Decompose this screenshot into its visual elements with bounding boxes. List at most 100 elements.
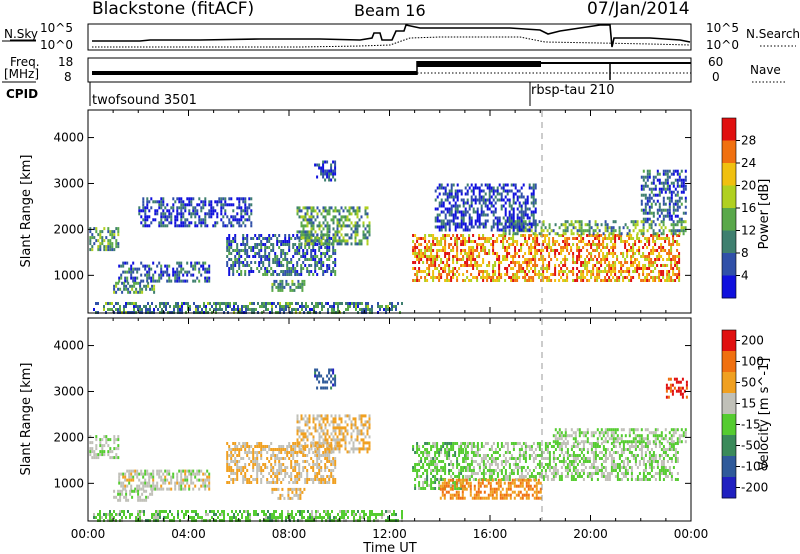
heatmap-cell — [326, 230, 329, 234]
heatmap-cell — [664, 249, 667, 252]
heatmap-cell — [312, 451, 315, 454]
heatmap-cell — [391, 308, 393, 311]
heatmap-cell — [150, 276, 153, 280]
heatmap-cell — [548, 246, 551, 249]
heatmap-cell — [328, 224, 331, 228]
heatmap-cell — [158, 279, 161, 283]
heatmap-cell — [125, 498, 128, 502]
heatmap-cell — [610, 240, 613, 243]
heatmap-cell — [534, 207, 537, 211]
heatmap-cell — [298, 249, 301, 252]
heatmap-cell — [119, 510, 121, 513]
heatmap-cell — [312, 414, 315, 418]
heatmap-cell — [236, 221, 239, 225]
heatmap-cell — [518, 222, 521, 226]
heatmap-cell — [228, 243, 231, 246]
heatmap-cell — [215, 308, 217, 311]
heatmap-cell — [592, 249, 595, 252]
heatmap-cell — [524, 207, 527, 211]
heatmap-cell — [181, 510, 183, 513]
heatmap-cell — [356, 233, 359, 237]
heatmap-cell — [462, 219, 465, 223]
heatmap-cell — [356, 230, 359, 234]
heatmap-cell — [278, 451, 281, 454]
heatmap-cell — [318, 444, 321, 448]
heatmap-cell — [254, 234, 257, 237]
heatmap-cell — [221, 308, 223, 311]
heatmap-cell — [646, 175, 649, 179]
heatmap-cell — [198, 197, 201, 201]
heatmap-cell — [354, 230, 357, 234]
heatmap-cell — [588, 240, 591, 243]
heatmap-cell — [250, 221, 253, 225]
heatmap-cell — [664, 190, 667, 194]
heatmap-cell — [278, 478, 281, 481]
heatmap-cell — [282, 249, 285, 252]
heatmap-cell — [131, 287, 134, 291]
heatmap-cell — [468, 249, 471, 252]
heatmap-cell — [322, 264, 325, 267]
heatmap-cell — [534, 255, 537, 258]
heatmap-cell — [236, 466, 239, 469]
heatmap-cell — [222, 221, 225, 225]
heatmap-cell — [668, 184, 671, 188]
heatmap-cell — [129, 513, 131, 516]
heatmap-cell — [638, 273, 641, 276]
heatmap-cell — [518, 228, 521, 232]
heatmap-cell — [304, 218, 307, 222]
heatmap-cell — [101, 450, 104, 454]
heatmap-cell — [598, 229, 601, 233]
heatmap-cell — [316, 475, 319, 478]
heatmap-cell — [302, 460, 305, 463]
heatmap-cell — [648, 264, 651, 267]
heatmap-cell — [326, 240, 329, 243]
heatmap-cell — [672, 172, 675, 176]
heatmap-cell — [328, 212, 331, 216]
heatmap-cell — [296, 252, 299, 255]
heatmap-cell — [550, 273, 553, 276]
heatmap-cell — [131, 513, 133, 516]
heatmap-cell — [482, 279, 485, 282]
heatmap-cell — [377, 305, 379, 308]
heatmap-cell — [142, 475, 145, 479]
heatmap-cell — [668, 211, 671, 215]
heatmap-cell — [526, 243, 529, 246]
heatmap-cell — [326, 160, 329, 164]
heatmap-cell — [336, 242, 339, 246]
heatmap-cell — [302, 261, 305, 264]
heatmap-cell — [296, 444, 299, 448]
heatmap-cell — [654, 193, 657, 197]
heatmap-cell — [494, 207, 497, 211]
heatmap-cell — [444, 234, 447, 237]
heatmap-cell — [174, 273, 177, 277]
heatmap-cell — [284, 237, 287, 240]
heatmap-cell — [298, 475, 301, 478]
heatmap-cell — [442, 261, 445, 264]
heatmap-cell — [143, 284, 146, 288]
colorbar-tick-label: 28 — [741, 134, 756, 148]
nsky-trace — [92, 24, 691, 48]
nsearch-label: N.Search — [746, 27, 800, 41]
heatmap-cell — [214, 224, 217, 228]
heatmap-cell — [634, 240, 637, 243]
heatmap-cell — [504, 213, 507, 217]
heatmap-cell — [308, 478, 311, 481]
heatmap-cell — [654, 276, 657, 279]
heatmap-cell — [438, 228, 441, 232]
heatmap-cell — [288, 234, 291, 237]
heatmap-cell — [640, 187, 643, 191]
heatmap-cell — [205, 308, 207, 311]
heatmap-cell — [538, 273, 541, 276]
heatmap-cell — [145, 287, 148, 291]
heatmap-cell — [438, 264, 441, 267]
heatmap-cell — [105, 513, 107, 516]
heatmap-cell — [185, 513, 187, 516]
heatmap-cell — [488, 273, 491, 276]
heatmap-cell — [228, 273, 231, 276]
heatmap-cell — [271, 302, 273, 305]
heatmap-cell — [101, 242, 104, 246]
heatmap-cell — [250, 224, 253, 228]
heatmap-cell — [291, 516, 293, 519]
heatmap-cell — [580, 223, 583, 227]
heatmap-cell — [508, 232, 511, 236]
